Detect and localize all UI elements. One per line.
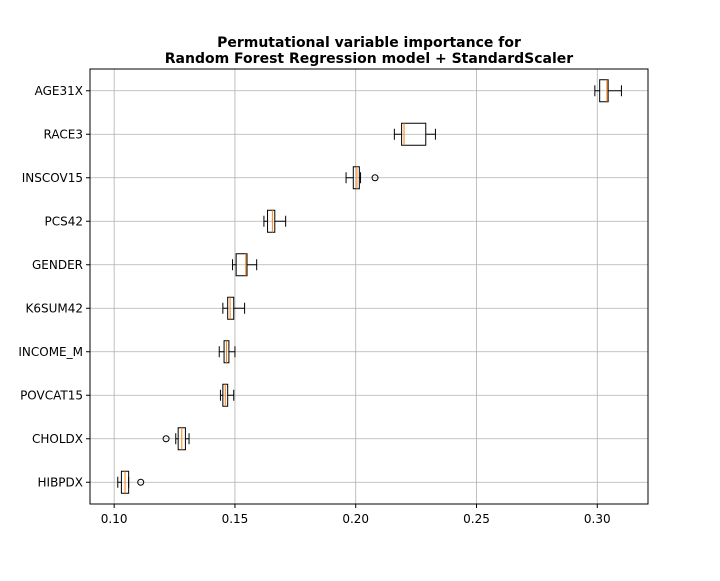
chart-title-line-2: Random Forest Regression model + Standar… [165, 51, 574, 67]
box-iqr [235, 253, 248, 277]
box-layer [117, 79, 622, 494]
axes-frame [89, 68, 649, 505]
tick-layer: 0.10 0.15 0.20 0.25 0.30 AGE31X RACE3 INSCOV15 P… [18, 84, 610, 526]
y-tick-label: CHOLDX [32, 432, 83, 446]
x-tick-label: 0.15 [222, 512, 249, 526]
x-tick-label: 0.30 [584, 512, 611, 526]
box-iqr [227, 296, 235, 320]
y-tick-label: POVCAT15 [20, 388, 83, 402]
x-tick-label: 0.20 [342, 512, 369, 526]
x-tick-label: 0.10 [101, 512, 128, 526]
y-tick-label: K6SUM42 [25, 301, 83, 315]
chart-title-line-1: Permutational variable importance for [217, 35, 521, 51]
box-iqr [352, 166, 360, 190]
box-iqr [267, 209, 276, 233]
flier-point [371, 174, 379, 182]
y-tick-label: HIBPDX [38, 475, 84, 489]
y-tick-label: RACE3 [44, 127, 83, 141]
box-iqr [401, 122, 427, 146]
flier-point [137, 478, 145, 486]
y-tick-label: AGE31X [35, 84, 83, 98]
grid-lines [90, 69, 648, 504]
flier-point [162, 435, 170, 443]
y-tick-label: INCOME_M [18, 345, 83, 359]
y-tick-label: GENDER [32, 258, 83, 272]
y-tick-label: INSCOV15 [22, 171, 83, 185]
x-tick-label: 0.25 [463, 512, 490, 526]
y-tick-label: PCS42 [44, 214, 83, 228]
box-iqr [599, 79, 609, 103]
